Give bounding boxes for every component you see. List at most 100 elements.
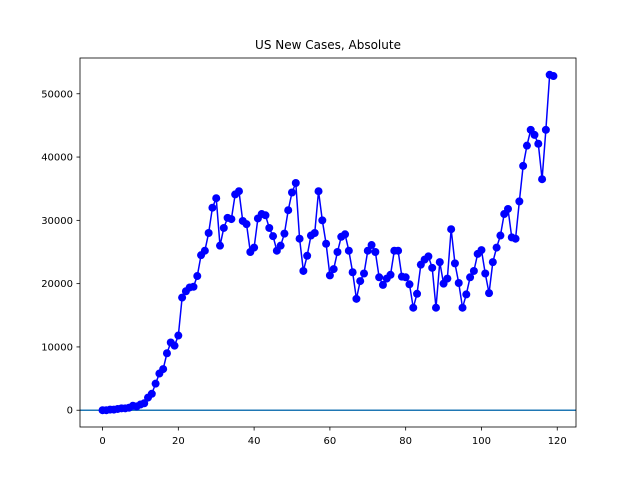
- data-point: [151, 379, 160, 388]
- data-point: [492, 243, 501, 252]
- data-point: [329, 265, 338, 274]
- data-point: [265, 223, 274, 232]
- data-point: [413, 289, 422, 298]
- data-point: [162, 349, 171, 358]
- data-point: [216, 241, 225, 250]
- y-tick-label: 40000: [41, 153, 73, 164]
- data-point: [481, 269, 490, 278]
- data-point: [522, 141, 531, 150]
- data-point: [140, 399, 149, 408]
- data-point: [378, 280, 387, 289]
- data-point: [519, 161, 528, 170]
- data-point: [450, 259, 459, 268]
- data-point: [280, 229, 289, 238]
- data-point: [454, 279, 463, 288]
- x-tick-label: 100: [472, 436, 491, 447]
- data-point: [193, 272, 202, 281]
- data-point: [428, 263, 437, 272]
- data-point: [200, 246, 209, 255]
- y-tick-label: 0: [67, 406, 73, 417]
- data-point: [208, 203, 217, 212]
- data-point: [458, 303, 467, 312]
- data-point: [496, 231, 505, 240]
- data-point: [401, 273, 410, 282]
- data-point: [159, 365, 168, 374]
- data-point: [147, 389, 156, 398]
- y-tick-label: 20000: [41, 279, 73, 290]
- data-point: [310, 229, 319, 238]
- data-point: [250, 243, 259, 252]
- data-point: [515, 197, 524, 206]
- data-point: [363, 246, 372, 255]
- data-point: [333, 247, 342, 256]
- data-point: [477, 246, 486, 255]
- data-point: [299, 266, 308, 275]
- data-point: [227, 215, 236, 224]
- data-point: [288, 188, 297, 197]
- chart-title: US New Cases, Absolute: [255, 38, 401, 52]
- data-point: [431, 303, 440, 312]
- x-tick-label: 80: [399, 436, 412, 447]
- data-point: [541, 125, 550, 134]
- data-point: [503, 204, 512, 213]
- data-point: [359, 269, 368, 278]
- data-point: [371, 247, 380, 256]
- data-point: [356, 277, 365, 286]
- data-point: [170, 341, 179, 350]
- data-point: [269, 232, 278, 241]
- data-point: [447, 225, 456, 234]
- data-point: [178, 293, 187, 302]
- data-point: [291, 179, 300, 188]
- data-point: [488, 258, 497, 267]
- data-point: [261, 211, 270, 220]
- data-point: [530, 130, 539, 139]
- x-tick-label: 0: [99, 436, 105, 447]
- data-point: [511, 234, 520, 243]
- data-point: [174, 331, 183, 340]
- data-point: [394, 246, 403, 255]
- data-point: [435, 258, 444, 267]
- data-point: [295, 234, 304, 243]
- data-point: [348, 268, 357, 277]
- x-tick-label: 20: [172, 436, 185, 447]
- data-point: [318, 216, 327, 225]
- plot-frame: [79, 57, 577, 428]
- x-tick-label: 60: [324, 436, 337, 447]
- y-tick-label: 30000: [41, 216, 73, 227]
- data-point: [204, 229, 213, 238]
- data-point: [189, 282, 198, 291]
- data-point: [352, 294, 361, 303]
- data-point: [242, 220, 251, 229]
- data-point: [234, 187, 243, 196]
- data-point: [485, 289, 494, 298]
- data-point: [424, 252, 433, 261]
- data-point: [341, 230, 350, 239]
- data-point: [276, 241, 285, 250]
- data-point: [303, 251, 312, 260]
- data-point: [469, 266, 478, 275]
- data-point: [405, 280, 414, 289]
- data-point: [375, 273, 384, 282]
- y-tick-label: 50000: [41, 89, 73, 100]
- data-point: [549, 72, 558, 81]
- data-point: [462, 290, 471, 299]
- x-tick-label: 120: [548, 436, 567, 447]
- data-point: [409, 303, 418, 312]
- data-point: [325, 271, 334, 280]
- data-point: [344, 246, 353, 255]
- data-point: [538, 175, 547, 184]
- data-point: [219, 223, 228, 232]
- data-point: [212, 194, 221, 203]
- data-point: [386, 270, 395, 279]
- data-point: [314, 187, 323, 196]
- data-point: [367, 241, 376, 250]
- x-tick-label: 40: [248, 436, 261, 447]
- data-point: [466, 273, 475, 282]
- data-point: [284, 206, 293, 215]
- data-point: [322, 239, 331, 248]
- data-point: [534, 139, 543, 148]
- y-tick-label: 10000: [41, 342, 73, 353]
- data-point: [443, 274, 452, 283]
